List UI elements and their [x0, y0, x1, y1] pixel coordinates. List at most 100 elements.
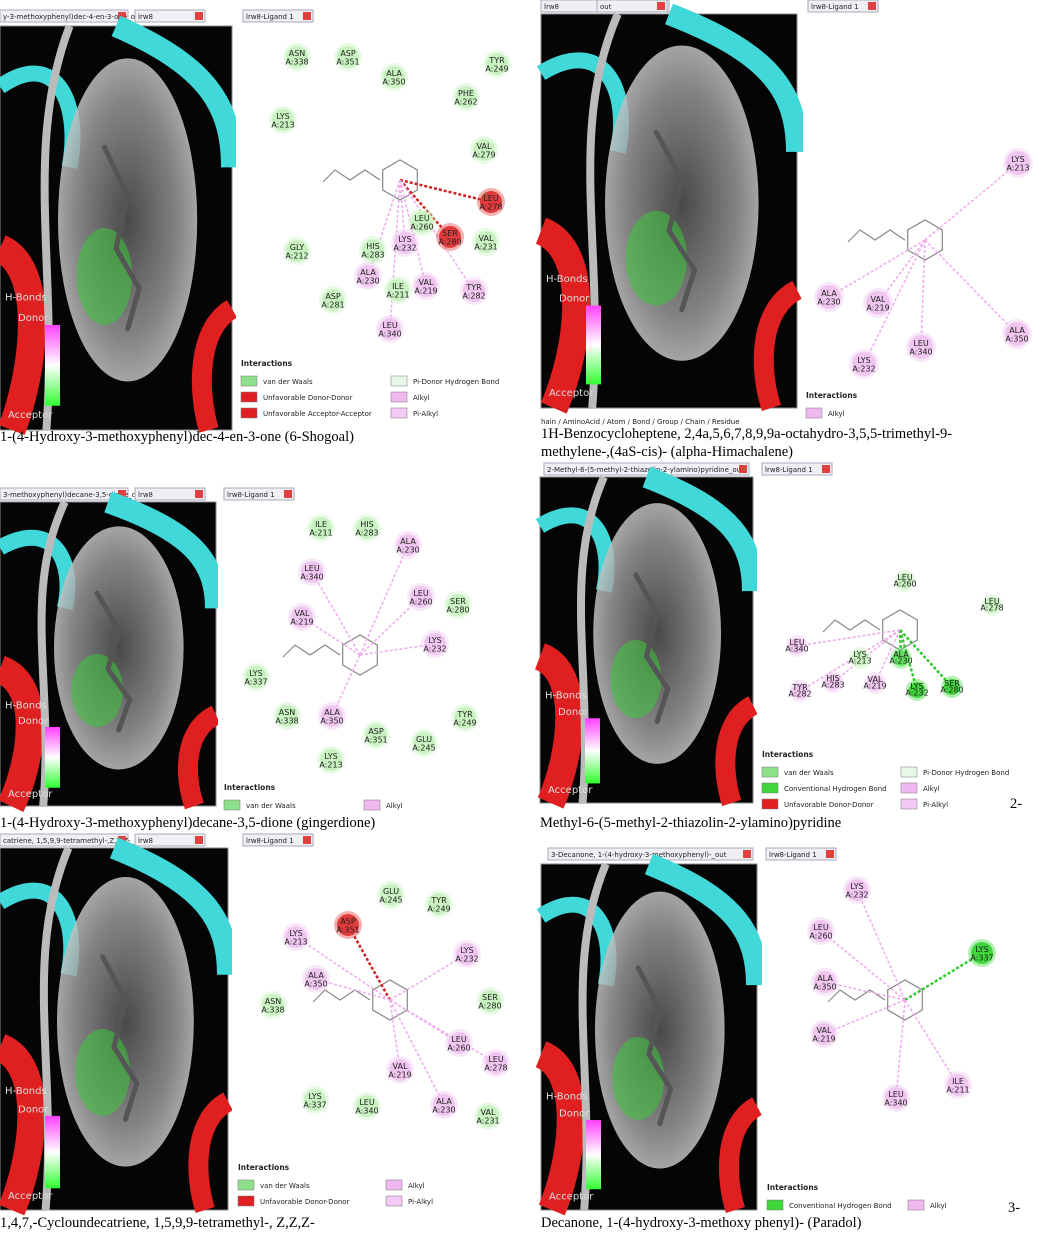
- tab-close[interactable]: [868, 2, 876, 10]
- residue-node: [415, 275, 437, 297]
- residue-name: ALA: [386, 69, 402, 78]
- residue-id: A:213: [848, 657, 871, 666]
- molecule-viewer: H-Bonds Donor Acceptor: [534, 3, 808, 414]
- residue-node: [486, 53, 508, 75]
- residue-id: A:212: [285, 252, 308, 261]
- legend-label: van der Waals: [784, 769, 834, 777]
- tab-close[interactable]: [303, 836, 311, 844]
- tab[interactable]: lrw8-Ligand 1: [242, 9, 314, 23]
- tab-bg: [134, 9, 206, 23]
- tab[interactable]: lrw8-Ligand 1: [765, 847, 837, 861]
- legend-swatch: [900, 798, 918, 810]
- residue-id: A:262: [454, 98, 477, 107]
- residue-node: [424, 633, 446, 655]
- tab-close[interactable]: [303, 12, 311, 20]
- tab[interactable]: 3-methoxyphenyl)decane-3,5-dione_out: [0, 487, 144, 501]
- helix: [534, 217, 591, 414]
- tab-close[interactable]: [195, 12, 203, 20]
- tab[interactable]: 2-Methyl-6-(5-methyl-2-thiazolin-2-ylami…: [543, 462, 750, 476]
- residue-id: A:249: [485, 65, 508, 74]
- tab[interactable]: lrw8: [134, 487, 206, 501]
- residue-name: LEU: [413, 589, 429, 598]
- tab[interactable]: lrw8-Ligand 1: [807, 0, 879, 13]
- residue-name: LEU: [984, 597, 1000, 606]
- residue-id: A:260: [809, 932, 832, 941]
- tab[interactable]: 3-Decanone, 1-(4-hydroxy-3-methoxyphenyl…: [547, 847, 754, 861]
- residue-name: ALA: [821, 289, 837, 298]
- residue-id: A:219: [812, 1035, 835, 1044]
- ligand-ring: [887, 979, 923, 1021]
- tab-close[interactable]: [118, 490, 126, 498]
- ribbon: [642, 466, 764, 592]
- interaction-line: [367, 179, 401, 277]
- residue-id: A:280: [446, 606, 469, 615]
- tab[interactable]: lrw8-Ligand 1: [223, 487, 295, 501]
- viewer-label: Donor: [18, 716, 49, 727]
- tab[interactable]: out: [596, 0, 668, 13]
- tab[interactable]: lrw8: [134, 9, 206, 23]
- residue-id: A:283: [821, 681, 844, 690]
- residue-id: A:340: [378, 330, 401, 339]
- residue-name: LEU: [913, 339, 929, 348]
- interaction-line: [346, 924, 392, 1001]
- tab-close[interactable]: [195, 490, 203, 498]
- residue-node: [413, 732, 435, 754]
- diagram-bg: [236, 26, 520, 430]
- interaction-line: [389, 999, 460, 1044]
- tab-close[interactable]: [826, 850, 834, 858]
- ligand-chain: [822, 619, 881, 633]
- residue-name: VAL: [393, 1062, 408, 1071]
- residue-node: [463, 280, 485, 302]
- interaction-line: [311, 571, 361, 656]
- tab[interactable]: lrw8-Ligand 1: [242, 833, 314, 847]
- tab-label: lrw8-Ligand 1: [765, 466, 813, 474]
- legend-swatch: [223, 799, 241, 811]
- tab-close[interactable]: [284, 490, 292, 498]
- tab[interactable]: lrw8-Ligand 1: [761, 462, 833, 476]
- residue-name: SER: [944, 679, 960, 688]
- residue-id: A:350: [320, 717, 343, 726]
- legend-label: Pi-Donor Hydrogen Bond: [413, 378, 499, 386]
- tab[interactable]: lrw8: [134, 833, 206, 847]
- legend-label: Unfavorable Acceptor-Acceptor: [263, 410, 372, 418]
- interaction-line: [799, 629, 901, 692]
- tab-close[interactable]: [118, 12, 126, 20]
- tab-close[interactable]: [743, 850, 751, 858]
- tab-close[interactable]: [739, 465, 747, 473]
- interaction-line: [877, 239, 926, 304]
- ribbon: [111, 15, 243, 168]
- molecule-viewer: H-Bonds Donor Acceptor: [0, 15, 243, 436]
- surface: [595, 891, 725, 1169]
- residue-id: A:280: [438, 238, 461, 247]
- residue-name: LEU: [359, 1098, 375, 1107]
- tab-label: lrw8: [544, 3, 559, 11]
- ribbon: [644, 853, 768, 986]
- legend-label: Pi-Alkyl: [413, 410, 438, 418]
- interaction-line: [920, 239, 926, 348]
- residue-id: A:219: [414, 287, 437, 296]
- residue-name: LYS: [853, 650, 866, 659]
- tab[interactable]: y-3-methoxyphenyl)dec-4-en-3-one_out: [0, 9, 142, 23]
- legend-swatch: [390, 407, 408, 419]
- tab-close[interactable]: [195, 836, 203, 844]
- molecule-viewer: H-Bonds Donor Acceptor: [534, 853, 768, 1216]
- residue-name: VAL: [871, 295, 886, 304]
- surface-hbond: [625, 211, 687, 306]
- caption: 1H-Benzocycloheptene, 2,4a,5,6,7,8,9,9a-…: [541, 426, 952, 442]
- residue-name: TYR: [465, 283, 482, 292]
- tab-close[interactable]: [657, 2, 665, 10]
- interaction-line: [389, 999, 497, 1064]
- tab-close[interactable]: [822, 465, 830, 473]
- residue-id: A:245: [379, 896, 402, 905]
